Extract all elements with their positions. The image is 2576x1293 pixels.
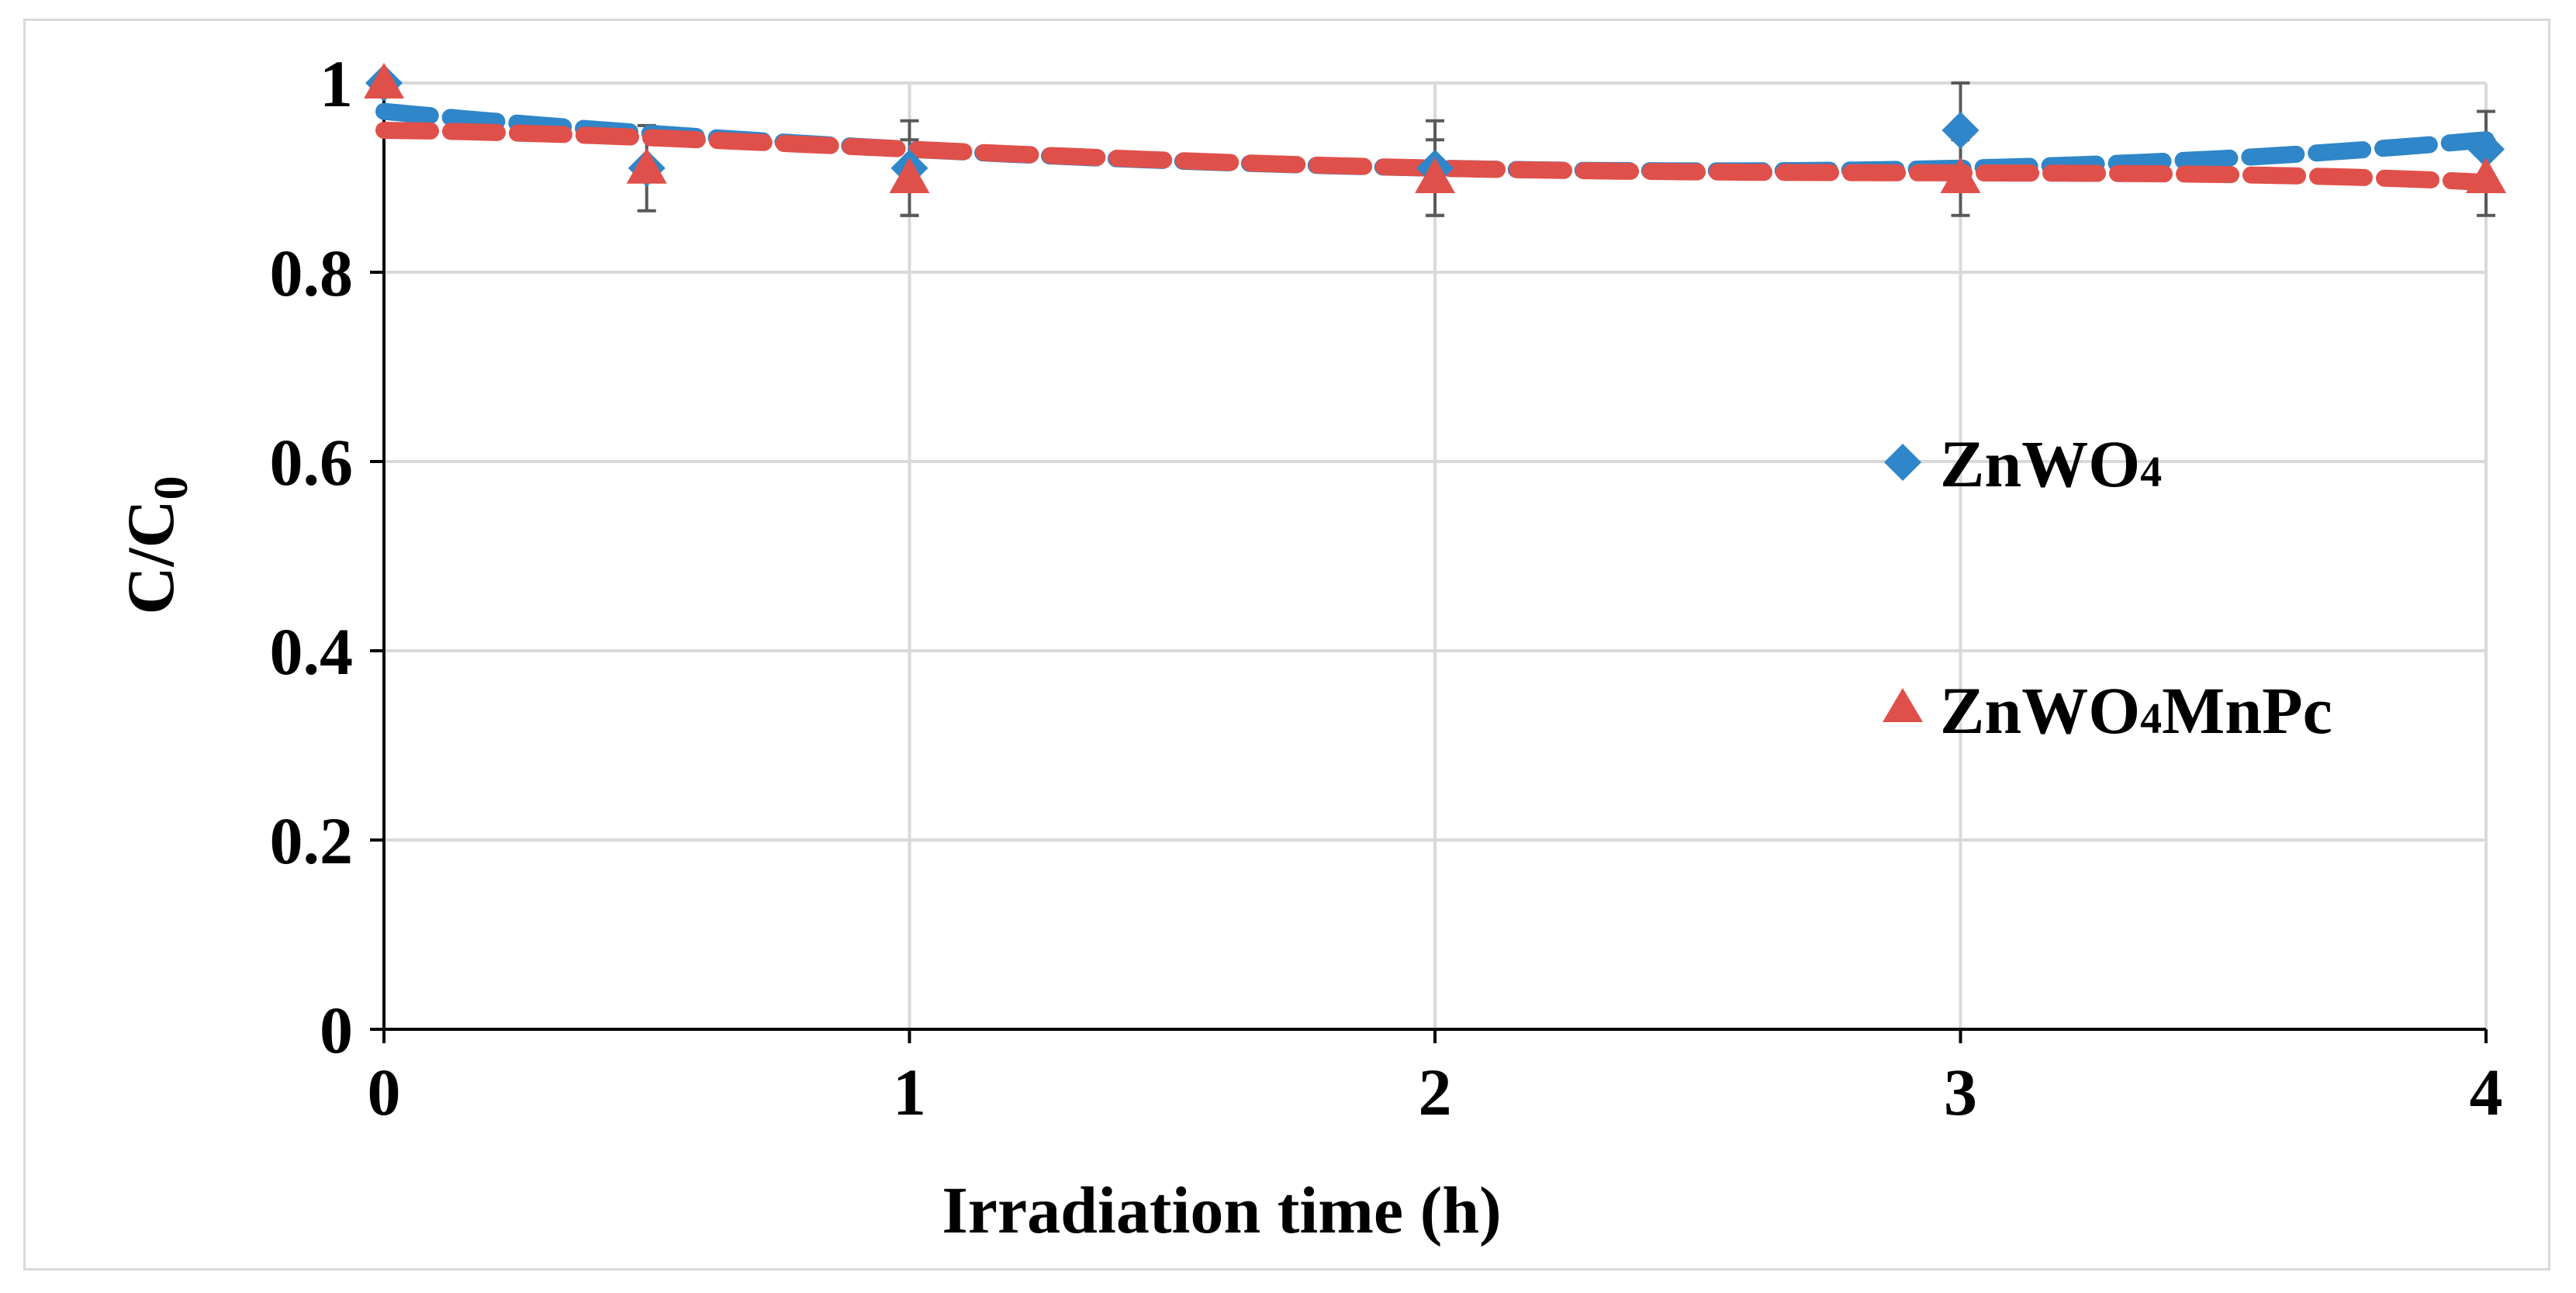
y-tick-label-5: 1	[320, 47, 353, 121]
legend-marker-triangle	[1883, 688, 1923, 722]
data-point-s0-5	[2467, 130, 2505, 168]
x-tick-labels: 0 1 2 3 4	[368, 1055, 2503, 1129]
x-tick-label-4: 4	[2470, 1055, 2503, 1129]
y-axis-label-main: C/C	[113, 500, 188, 614]
y-tick-label-3: 0.6	[270, 425, 354, 500]
legend-item-znwo4mnpc: ZnWO4MnPc	[1883, 673, 2332, 748]
legend-marker-diamond	[1884, 444, 1921, 481]
legend: ZnWO4 ZnWO4MnPc	[1883, 427, 2332, 748]
legend-label-znwo4mnpc-main: ZnWO	[1940, 673, 2140, 748]
data-point-s1-2	[889, 157, 930, 193]
legend-label-znwo4: ZnWO4	[1940, 427, 2162, 501]
x-tick-label-3: 3	[1944, 1055, 1977, 1129]
x-tick-label-2: 2	[1419, 1055, 1452, 1129]
legend-label-znwo4-main: ZnWO	[1940, 427, 2140, 501]
data-point-s1-0	[364, 63, 404, 99]
gridlines	[384, 81, 2488, 1029]
x-tick-label-0: 0	[368, 1055, 401, 1129]
y-axis-label: C/C0	[113, 475, 198, 614]
chart-svg: 0 0.2 0.4 0.6 0.8 1 0 1 2 3 4 Irradiation time (h…	[113, 47, 2506, 1247]
data-point-s0-4	[1942, 112, 1980, 149]
x-axis-label: Irradiation time (h)	[942, 1173, 1501, 1247]
y-axis-label-subscript: 0	[145, 475, 198, 500]
legend-label-znwo4-subscript: 4	[2140, 448, 2162, 496]
chart-frame: 0 0.2 0.4 0.6 0.8 1 0 1 2 3 4 Irradiation time (h…	[23, 19, 2550, 1271]
legend-item-znwo4: ZnWO4	[1884, 427, 2162, 501]
data-point-s1-1	[626, 147, 667, 184]
y-tick-label-0: 0	[320, 993, 353, 1067]
legend-label-znwo4mnpc-subscript: 4	[2140, 695, 2162, 743]
data-markers	[364, 63, 2506, 193]
axes	[370, 81, 2488, 1043]
data-point-s1-4	[1940, 157, 1981, 193]
y-tick-label-1: 0.2	[270, 804, 354, 878]
data-point-s1-3	[1415, 157, 1455, 193]
y-tick-label-2: 0.4	[270, 614, 354, 689]
y-tick-label-4: 0.8	[270, 236, 354, 310]
y-tick-labels: 0 0.2 0.4 0.6 0.8 1	[270, 47, 354, 1067]
legend-label-znwo4mnpc-suffix: MnPc	[2162, 673, 2332, 748]
data-point-s1-5	[2466, 157, 2506, 193]
x-tick-label-1: 1	[893, 1055, 926, 1129]
legend-label-znwo4mnpc: ZnWO4MnPc	[1940, 673, 2332, 748]
